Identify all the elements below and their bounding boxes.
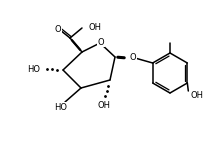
- Text: O: O: [55, 25, 61, 34]
- Text: O: O: [130, 52, 136, 61]
- Text: OH: OH: [88, 22, 101, 31]
- Text: HO: HO: [27, 65, 40, 74]
- Text: O: O: [98, 37, 104, 46]
- Text: HO: HO: [54, 102, 68, 112]
- Text: OH: OH: [190, 91, 203, 101]
- Text: OH: OH: [98, 101, 110, 110]
